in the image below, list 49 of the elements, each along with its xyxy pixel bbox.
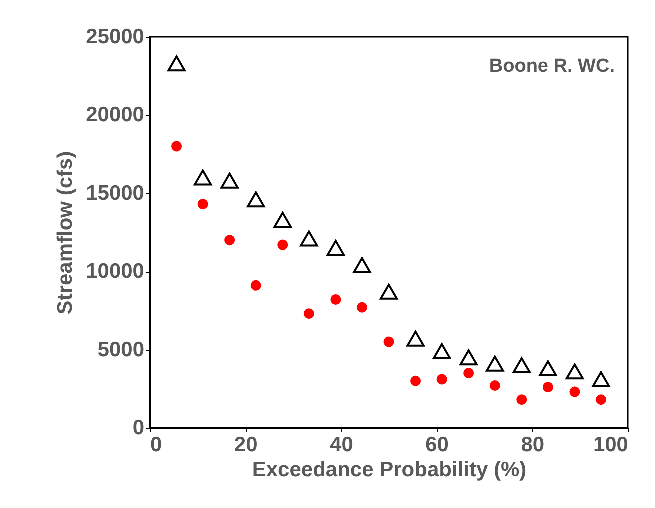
annotation: Boone R. WC. (489, 56, 615, 77)
point (300, 230, 318, 247)
y-tick-label: 10000 (86, 260, 144, 284)
point (326, 240, 346, 256)
point (304, 308, 314, 320)
point (353, 257, 372, 274)
point (330, 294, 342, 305)
point (278, 240, 288, 250)
point (539, 360, 558, 377)
point (512, 357, 531, 374)
point (436, 374, 448, 385)
point (274, 212, 292, 228)
point (198, 199, 208, 210)
point (486, 356, 504, 372)
y-axis-title: Streamflow (cfs) (54, 151, 78, 315)
x-tick-label: 100 (593, 434, 628, 456)
x-tick-label: 20 (234, 434, 258, 456)
point (384, 336, 394, 348)
point (168, 56, 186, 72)
x-tick-label: 60 (426, 434, 449, 456)
point (432, 343, 452, 360)
y-tick-label: 15000 (86, 182, 144, 205)
x-tick-label: 80 (521, 434, 545, 456)
point (570, 386, 580, 398)
point (460, 350, 478, 366)
point (566, 364, 584, 380)
y-tick-label: 25000 (86, 26, 144, 48)
point (194, 170, 212, 186)
point (224, 235, 236, 246)
y-tick-label: 0 (132, 416, 144, 440)
point (464, 368, 474, 378)
point (542, 382, 554, 393)
y-tick-label: 20000 (86, 104, 144, 127)
point (516, 394, 528, 406)
point (250, 280, 262, 291)
x-tick-label: 0 (150, 434, 162, 456)
point (220, 172, 239, 189)
x-axis-title: Exceedance Probability (%) (252, 458, 527, 482)
point (596, 394, 606, 406)
point (406, 330, 425, 347)
point (172, 141, 182, 152)
point (592, 372, 610, 388)
y-tick-label: 5000 (98, 338, 144, 362)
point (410, 376, 422, 386)
point (380, 284, 398, 300)
point (356, 302, 368, 313)
point (247, 192, 266, 208)
point (490, 380, 500, 392)
x-tick-label: 40 (330, 434, 354, 456)
